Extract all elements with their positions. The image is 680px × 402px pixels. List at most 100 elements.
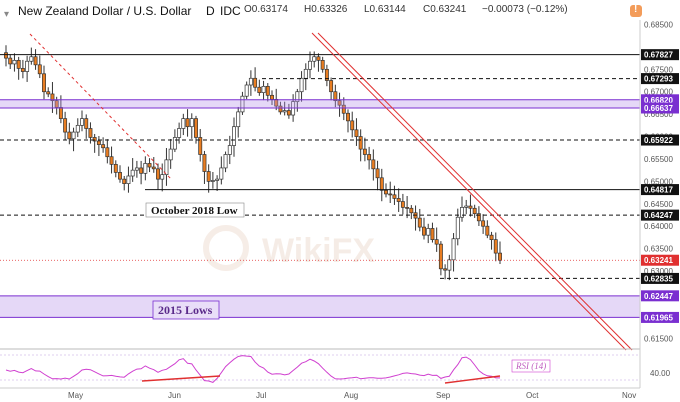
candle-body bbox=[210, 180, 215, 182]
candle-body bbox=[25, 60, 30, 72]
candle-body bbox=[240, 95, 245, 113]
candle-body bbox=[324, 68, 329, 81]
candle-body bbox=[177, 128, 182, 138]
low-value: L0.63144 bbox=[364, 4, 406, 15]
candle-body bbox=[156, 168, 160, 180]
candle-body bbox=[409, 207, 414, 214]
candle-body bbox=[67, 131, 72, 140]
candle-body bbox=[375, 168, 380, 179]
candle-body bbox=[358, 136, 363, 150]
candle-body bbox=[80, 118, 84, 126]
candle-body bbox=[42, 73, 46, 93]
candle-body bbox=[118, 172, 122, 180]
candle-body bbox=[96, 140, 101, 145]
interval-label[interactable]: D bbox=[206, 4, 215, 18]
support-zone-2015 bbox=[0, 295, 640, 318]
candle-body bbox=[206, 171, 211, 182]
candle-body bbox=[232, 126, 236, 146]
candle-body bbox=[181, 118, 186, 129]
candle-body bbox=[75, 124, 80, 133]
candle-body bbox=[4, 52, 8, 59]
candle-body bbox=[350, 120, 355, 131]
candle-body bbox=[422, 226, 426, 236]
candle-body bbox=[468, 205, 473, 209]
candle-body bbox=[270, 94, 274, 100]
candle-body bbox=[493, 239, 498, 254]
date-tick-label: Aug bbox=[344, 391, 358, 400]
price-tick-label: 0.64000 bbox=[644, 222, 673, 231]
candle-body bbox=[143, 163, 148, 174]
candle-body bbox=[20, 68, 25, 72]
price-tick-label: 0.68500 bbox=[644, 20, 673, 29]
candle-body bbox=[16, 59, 21, 69]
candle-body bbox=[451, 238, 456, 261]
candle-body bbox=[417, 217, 422, 228]
candle-body bbox=[278, 105, 283, 113]
price-tick-label: 0.65500 bbox=[644, 155, 673, 164]
date-tick-label: Sep bbox=[436, 391, 451, 400]
price-tick-label: 0.64500 bbox=[644, 200, 673, 209]
price-tick-label: 0.67500 bbox=[644, 65, 673, 74]
candle-body bbox=[202, 154, 207, 172]
candle-body bbox=[122, 178, 127, 184]
price-level-box bbox=[641, 209, 679, 221]
candle-body bbox=[37, 64, 42, 75]
candle-body bbox=[464, 205, 469, 208]
candle-body bbox=[354, 129, 359, 137]
price-tick-label: 0.63500 bbox=[644, 245, 673, 254]
candle-body bbox=[455, 216, 460, 240]
price-level-box bbox=[641, 254, 679, 266]
source-label: IDC bbox=[220, 4, 241, 18]
candle-body bbox=[282, 110, 287, 113]
candle-body bbox=[92, 137, 97, 142]
price-level-box bbox=[641, 311, 679, 323]
candle-body bbox=[489, 234, 494, 241]
price-level-label: 0.65922 bbox=[644, 136, 673, 145]
rsi-line bbox=[5, 355, 500, 383]
rsi-label: RSI (14) bbox=[515, 361, 546, 371]
candle-body bbox=[130, 169, 135, 177]
price-tick-label: 0.63000 bbox=[644, 267, 673, 276]
price-level-label: 0.63241 bbox=[644, 256, 673, 265]
candle-body bbox=[101, 144, 106, 149]
change-value: −0.00073 (−0.12%) bbox=[482, 4, 568, 15]
candle-body bbox=[396, 198, 401, 202]
candle-body bbox=[151, 166, 156, 170]
candle-body bbox=[54, 100, 59, 108]
price-level-label: 0.62447 bbox=[644, 292, 673, 301]
candle-body bbox=[189, 118, 194, 128]
candle-body bbox=[164, 159, 169, 176]
rsi-divergence-line bbox=[141, 375, 221, 382]
rsi-divergence-line bbox=[444, 375, 501, 384]
candle-body bbox=[126, 175, 131, 184]
price-level-box bbox=[641, 102, 679, 114]
price-level-label: 0.67827 bbox=[644, 51, 673, 60]
candle-body bbox=[430, 228, 435, 241]
candle-body bbox=[223, 154, 228, 169]
date-tick-label: Oct bbox=[526, 391, 539, 400]
candle-body bbox=[303, 68, 308, 79]
price-level-box bbox=[641, 49, 679, 61]
price-level-box bbox=[641, 184, 679, 196]
candle-body bbox=[460, 207, 464, 218]
rsi-tick-label: 40.00 bbox=[650, 369, 671, 378]
candle-body bbox=[58, 107, 63, 119]
candle-body bbox=[341, 104, 346, 114]
annotation-2015-lows: 2015 Lows bbox=[158, 303, 213, 317]
candle-body bbox=[248, 77, 253, 86]
candle-body bbox=[168, 148, 173, 161]
candle-body bbox=[481, 220, 486, 227]
candle-body bbox=[8, 57, 13, 65]
date-tick-label: Jul bbox=[256, 391, 266, 400]
date-tick-label: Nov bbox=[622, 391, 636, 400]
candle-body bbox=[320, 59, 325, 70]
symbol-title[interactable]: New Zealand Dollar / U.S. Dollar bbox=[18, 4, 192, 18]
alert-icon[interactable] bbox=[630, 4, 642, 17]
candle-body bbox=[63, 118, 68, 133]
candle-body bbox=[362, 148, 367, 155]
watermark-logo bbox=[203, 225, 249, 271]
price-level-box bbox=[641, 94, 679, 106]
collapse-icon[interactable]: ▾ bbox=[4, 9, 10, 20]
candle-body bbox=[405, 207, 410, 209]
candle-body bbox=[476, 213, 481, 222]
